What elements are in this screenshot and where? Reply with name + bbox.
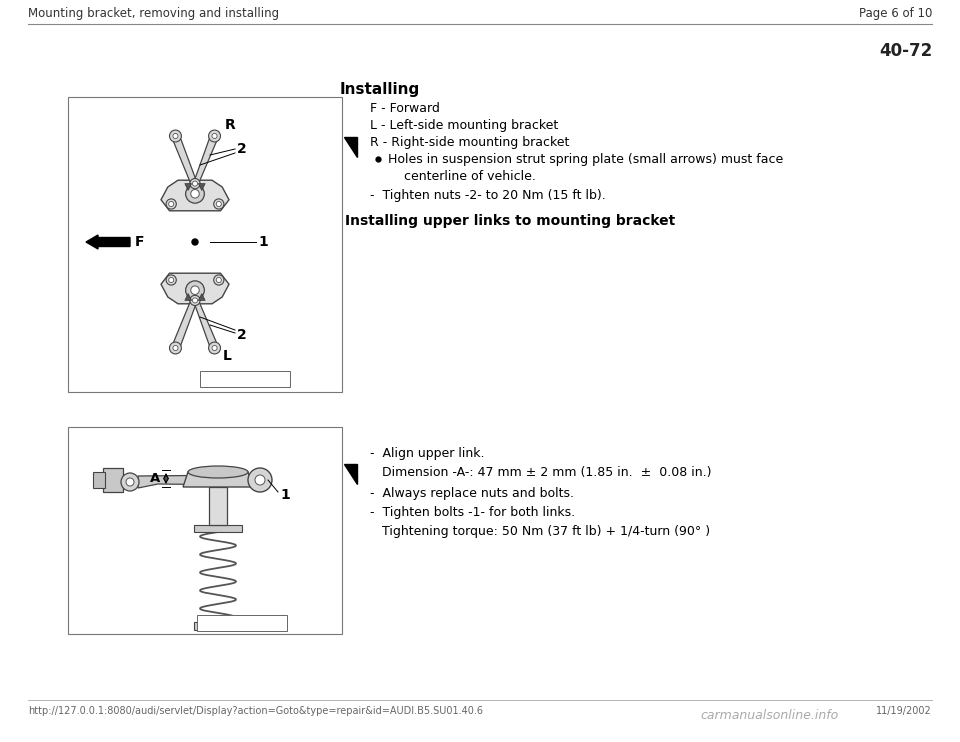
Circle shape — [190, 295, 200, 306]
Text: 2: 2 — [237, 142, 247, 156]
Polygon shape — [183, 472, 253, 487]
Text: -  Tighten nuts -2- to 20 Nm (15 ft lb).: - Tighten nuts -2- to 20 Nm (15 ft lb). — [370, 189, 606, 202]
Circle shape — [212, 346, 217, 350]
Circle shape — [173, 134, 178, 139]
Text: carmanualsonline.info: carmanualsonline.info — [700, 709, 838, 722]
Text: Dimension -A-: 47 mm ± 2 mm (1.85 in.  ±  0.08 in.): Dimension -A-: 47 mm ± 2 mm (1.85 in. ± … — [382, 466, 711, 479]
Bar — [200, 371, 290, 387]
FancyArrow shape — [86, 235, 130, 249]
Polygon shape — [171, 136, 197, 183]
Text: Tightening torque: 50 Nm (37 ft lb) + 1/4-turn (90° ): Tightening torque: 50 Nm (37 ft lb) + 1/… — [382, 525, 710, 538]
Circle shape — [214, 199, 224, 209]
Text: centerline of vehicle.: centerline of vehicle. — [404, 170, 536, 183]
Circle shape — [121, 473, 139, 491]
Polygon shape — [161, 273, 229, 303]
Text: R - Right-side mounting bracket: R - Right-side mounting bracket — [370, 136, 569, 149]
Circle shape — [126, 478, 134, 486]
Circle shape — [185, 185, 204, 203]
Polygon shape — [344, 137, 357, 157]
Circle shape — [191, 286, 200, 295]
Text: Page 6 of 10: Page 6 of 10 — [858, 7, 932, 21]
Circle shape — [208, 342, 221, 354]
Text: A: A — [150, 472, 160, 485]
Circle shape — [216, 201, 222, 206]
Text: 1: 1 — [258, 235, 268, 249]
Circle shape — [166, 275, 177, 285]
Text: A40-0210: A40-0210 — [217, 618, 267, 628]
Ellipse shape — [188, 466, 248, 478]
Text: Holes in suspension strut spring plate (small arrows) must face: Holes in suspension strut spring plate (… — [388, 153, 783, 166]
Circle shape — [216, 278, 222, 283]
Polygon shape — [193, 136, 219, 183]
Polygon shape — [184, 183, 192, 191]
Circle shape — [214, 275, 224, 285]
Circle shape — [248, 468, 272, 492]
Polygon shape — [138, 475, 248, 488]
Bar — [209, 487, 227, 525]
Text: 40-72: 40-72 — [878, 42, 932, 60]
Text: L: L — [223, 349, 232, 363]
Bar — [197, 615, 287, 631]
Circle shape — [170, 342, 181, 354]
Bar — [68, 97, 342, 392]
Polygon shape — [171, 301, 197, 348]
Text: F - Forward: F - Forward — [370, 102, 440, 115]
Text: L - Left-side mounting bracket: L - Left-side mounting bracket — [370, 119, 559, 132]
Circle shape — [191, 189, 200, 198]
Polygon shape — [184, 294, 192, 301]
Circle shape — [208, 130, 221, 142]
Bar — [103, 468, 123, 492]
Text: -  Align upper link.: - Align upper link. — [370, 447, 485, 460]
Bar — [93, 472, 105, 488]
Circle shape — [192, 239, 198, 245]
Circle shape — [192, 181, 198, 186]
Circle shape — [212, 134, 217, 139]
Circle shape — [166, 199, 177, 209]
Text: 11/19/2002: 11/19/2002 — [876, 706, 932, 716]
Circle shape — [169, 278, 174, 283]
Circle shape — [173, 346, 178, 350]
Circle shape — [192, 298, 198, 303]
Text: F: F — [135, 235, 145, 249]
Text: Mounting bracket, removing and installing: Mounting bracket, removing and installin… — [28, 7, 279, 21]
Polygon shape — [193, 301, 219, 348]
Text: -  Always replace nuts and bolts.: - Always replace nuts and bolts. — [370, 487, 574, 500]
Polygon shape — [344, 464, 357, 484]
Text: Installing upper links to mounting bracket: Installing upper links to mounting brack… — [345, 214, 675, 228]
Polygon shape — [199, 294, 205, 301]
Text: A40-0055: A40-0055 — [220, 374, 270, 384]
Bar — [194, 622, 242, 630]
Circle shape — [255, 475, 265, 485]
Text: R: R — [225, 118, 236, 132]
Circle shape — [190, 179, 200, 188]
Text: http://127.0.0.1:8080/audi/servlet/Display?action=Goto&type=repair&id=AUDI.B5.SU: http://127.0.0.1:8080/audi/servlet/Displ… — [28, 706, 483, 716]
Text: Installing: Installing — [340, 82, 420, 97]
Bar — [68, 427, 342, 634]
Text: 1: 1 — [280, 488, 290, 502]
Circle shape — [169, 201, 174, 206]
Circle shape — [185, 281, 204, 300]
Circle shape — [170, 130, 181, 142]
Polygon shape — [161, 180, 229, 211]
Text: 2: 2 — [237, 328, 247, 342]
Polygon shape — [199, 183, 205, 191]
Bar — [194, 525, 242, 532]
Text: -  Tighten bolts -1- for both links.: - Tighten bolts -1- for both links. — [370, 506, 575, 519]
